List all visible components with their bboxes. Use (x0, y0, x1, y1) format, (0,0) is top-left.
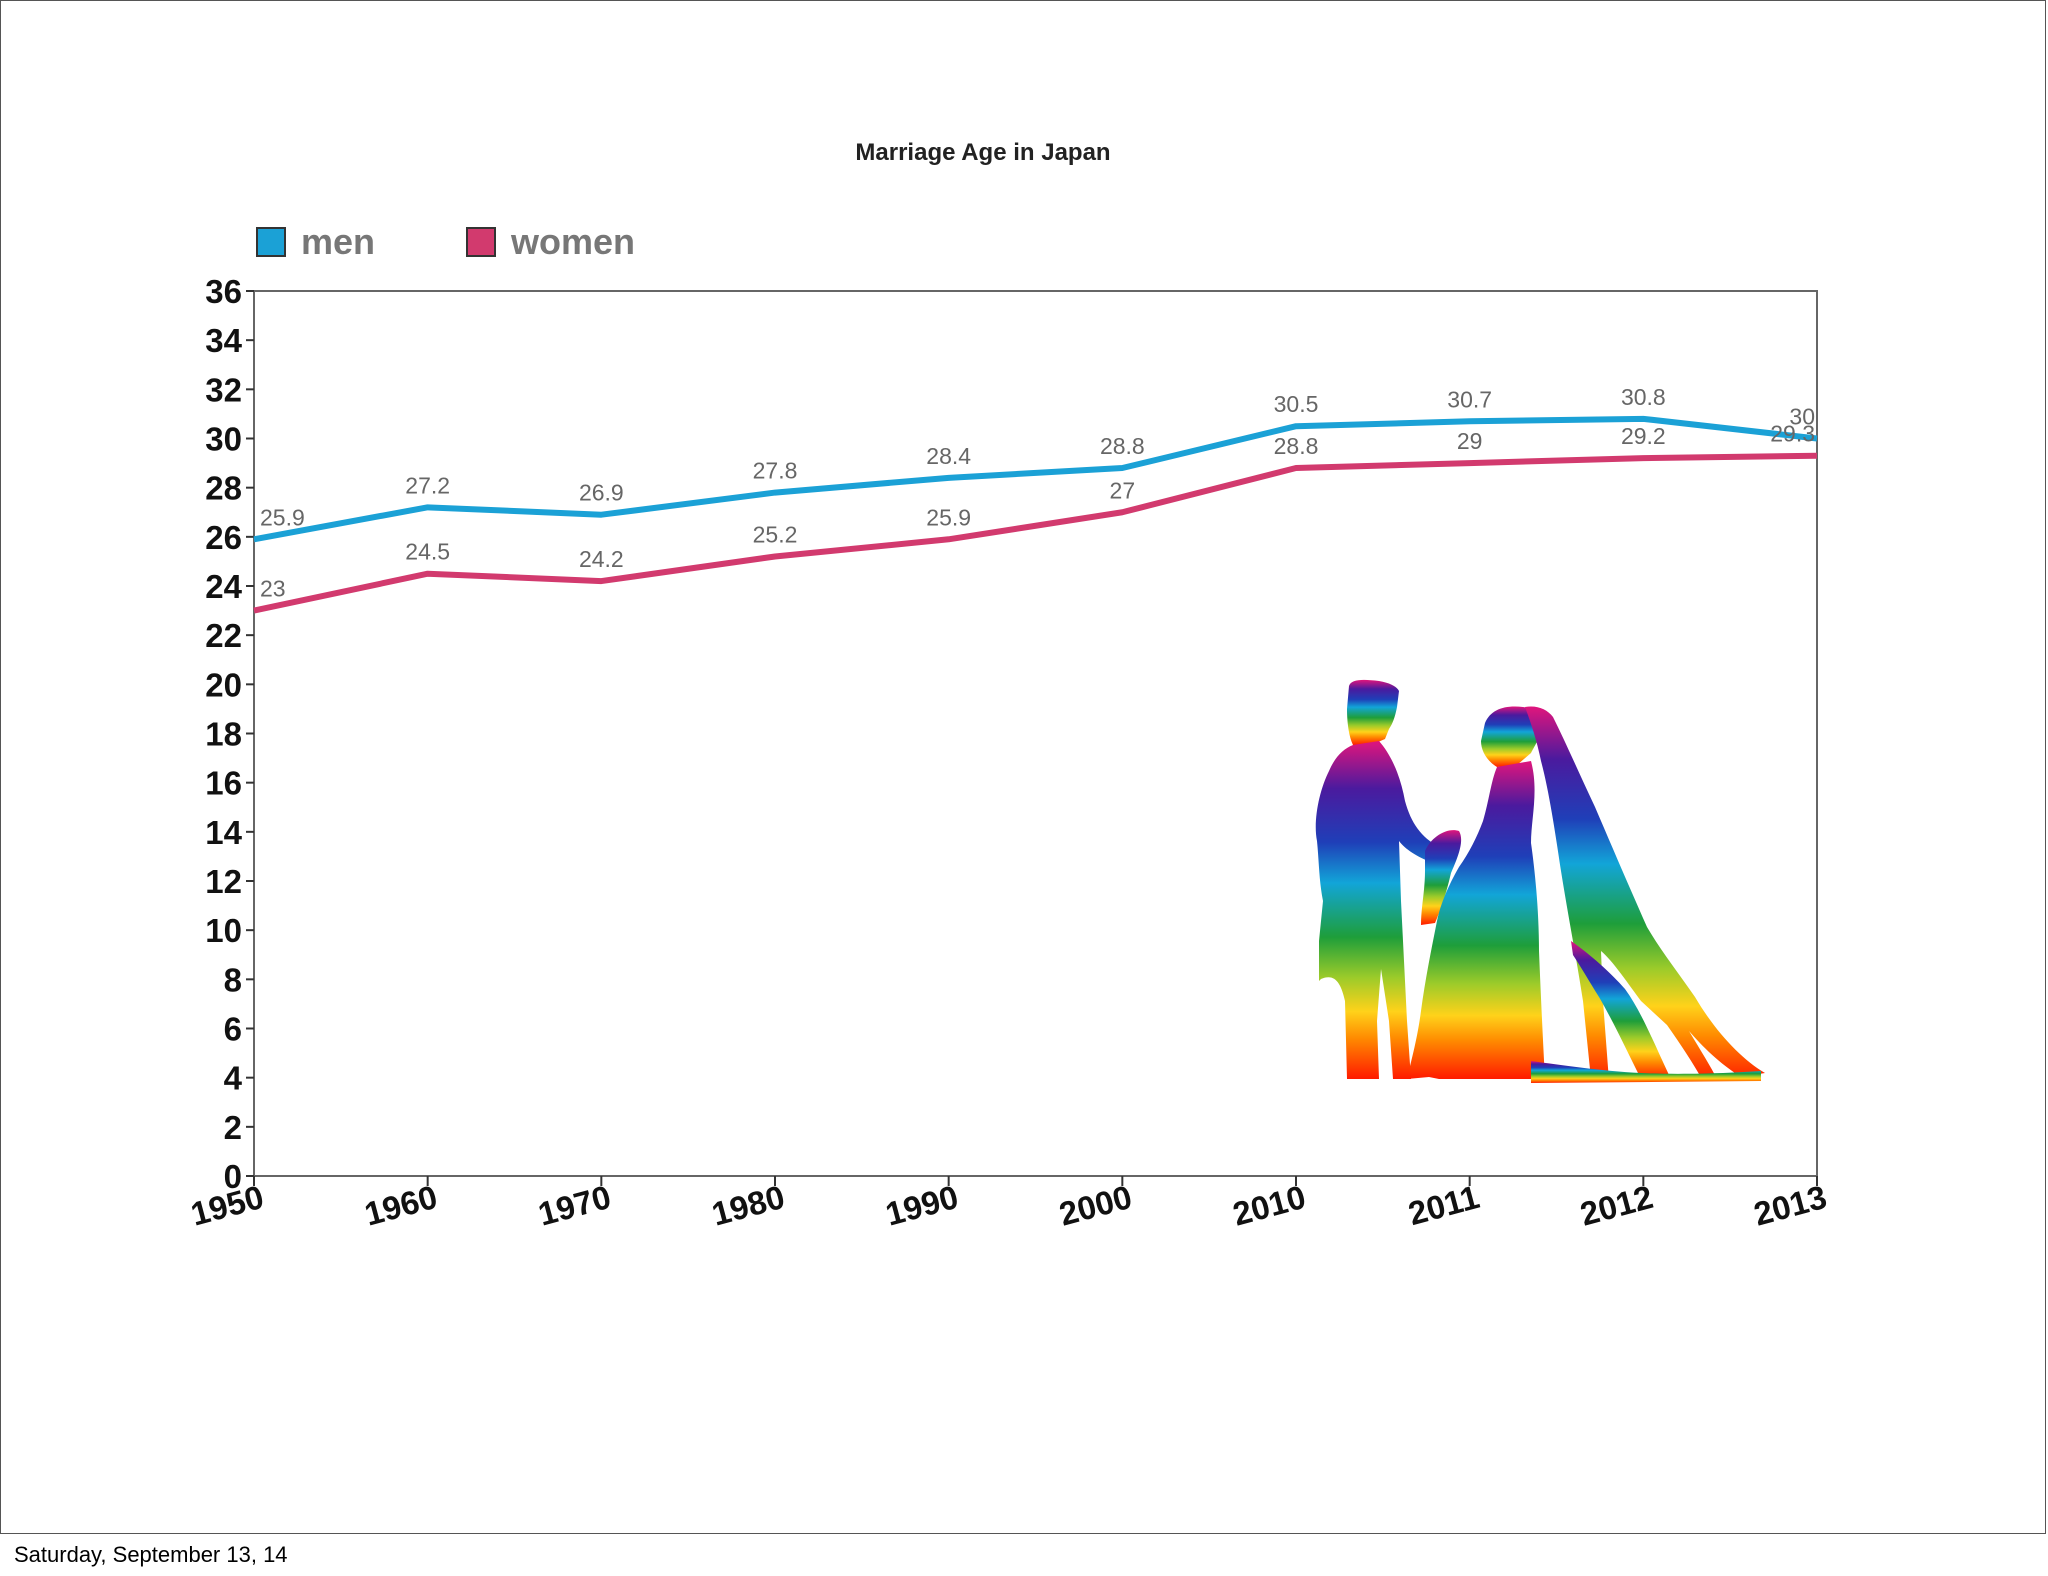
y-tick-label: 2 (224, 1109, 242, 1146)
data-label-men: 28.4 (926, 443, 971, 469)
x-tick-label: 1980 (708, 1178, 788, 1233)
y-tick-label: 20 (205, 666, 242, 703)
footer-bar (0, 1535, 2048, 1576)
y-tick-label: 34 (205, 322, 242, 359)
data-label-women: 23 (260, 576, 286, 602)
line-chart: Marriage Age in Japan men women 024681012… (187, 139, 1830, 1233)
legend-swatch-men (256, 227, 286, 257)
y-tick-label: 28 (205, 470, 242, 507)
x-tick-label: 2013 (1750, 1178, 1830, 1233)
y-tick-label: 8 (224, 961, 242, 998)
y-tick-label: 12 (205, 863, 242, 900)
bride-and-groom-silhouette-icon (1315, 679, 1765, 1083)
x-tick-label: 1960 (361, 1178, 441, 1233)
y-tick-label: 6 (224, 1011, 242, 1048)
series-line-men (253, 415, 1818, 543)
data-label-men: 27.8 (753, 458, 798, 484)
legend-swatch-women (466, 227, 496, 257)
x-tick-label: 2012 (1576, 1178, 1656, 1233)
series-line-women (253, 452, 1818, 614)
y-tick-label: 32 (205, 371, 242, 408)
data-label-women: 29.2 (1621, 423, 1666, 449)
x-tick-label: 2000 (1055, 1178, 1135, 1233)
legend-label-men: men (301, 221, 375, 262)
x-tick-label: 2011 (1404, 1178, 1483, 1232)
data-label-men: 27.2 (405, 472, 450, 498)
legend-label-women: women (510, 221, 635, 262)
data-label-men: 26.9 (579, 480, 624, 506)
y-tick-label: 10 (205, 912, 242, 949)
data-label-women: 25.2 (753, 522, 798, 548)
data-label-men: 25.9 (260, 504, 305, 530)
data-label-women: 27 (1110, 477, 1136, 503)
x-tick-label: 1990 (882, 1178, 962, 1233)
x-tick-label: 2010 (1229, 1178, 1309, 1233)
data-label-women: 24.2 (579, 546, 624, 572)
data-label-women: 29.3 (1770, 421, 1815, 447)
series-lines (253, 415, 1818, 614)
plot-area (253, 290, 1818, 1177)
data-labels: 25.9 27.2 26.9 27.8 28.4 28.8 30.5 30.7 30.8 30 23… (260, 384, 1815, 602)
data-label-women: 29 (1457, 428, 1483, 454)
x-axis: 1950 1960 1970 1980 1990 2000 2010 2011 2012 2013 (187, 1176, 1830, 1233)
y-tick-label: 14 (205, 814, 242, 851)
y-tick-label: 26 (205, 519, 242, 556)
y-tick-label: 24 (205, 568, 242, 605)
data-label-women: 28.8 (1274, 433, 1319, 459)
data-label-women: 24.5 (405, 539, 450, 565)
y-tick-label: 22 (205, 617, 242, 654)
footer-date: Saturday, September 13, 14 (14, 1542, 288, 1567)
data-label-men: 30.8 (1621, 384, 1666, 410)
data-label-men: 28.8 (1100, 433, 1145, 459)
chart-title: Marriage Age in Japan (855, 139, 1110, 166)
x-tick-label: 1950 (187, 1178, 267, 1233)
x-tick-label: 1970 (534, 1178, 614, 1233)
y-tick-label: 0 (224, 1158, 242, 1195)
legend: men women (256, 221, 635, 262)
y-tick-label: 16 (205, 765, 242, 802)
y-tick-label: 30 (205, 421, 242, 458)
slide: Marriage Age in Japan men women 0 2 4 6 8 10 12… (0, 0, 2046, 1534)
y-tick-label: 18 (205, 716, 242, 753)
data-label-men: 30 (1789, 404, 1815, 430)
data-label-men: 30.5 (1274, 391, 1319, 417)
data-label-men: 30.7 (1447, 386, 1492, 412)
y-tick-label: 4 (224, 1060, 243, 1097)
data-label-women: 25.9 (926, 504, 971, 530)
y-tick-label: 36 (205, 273, 242, 310)
